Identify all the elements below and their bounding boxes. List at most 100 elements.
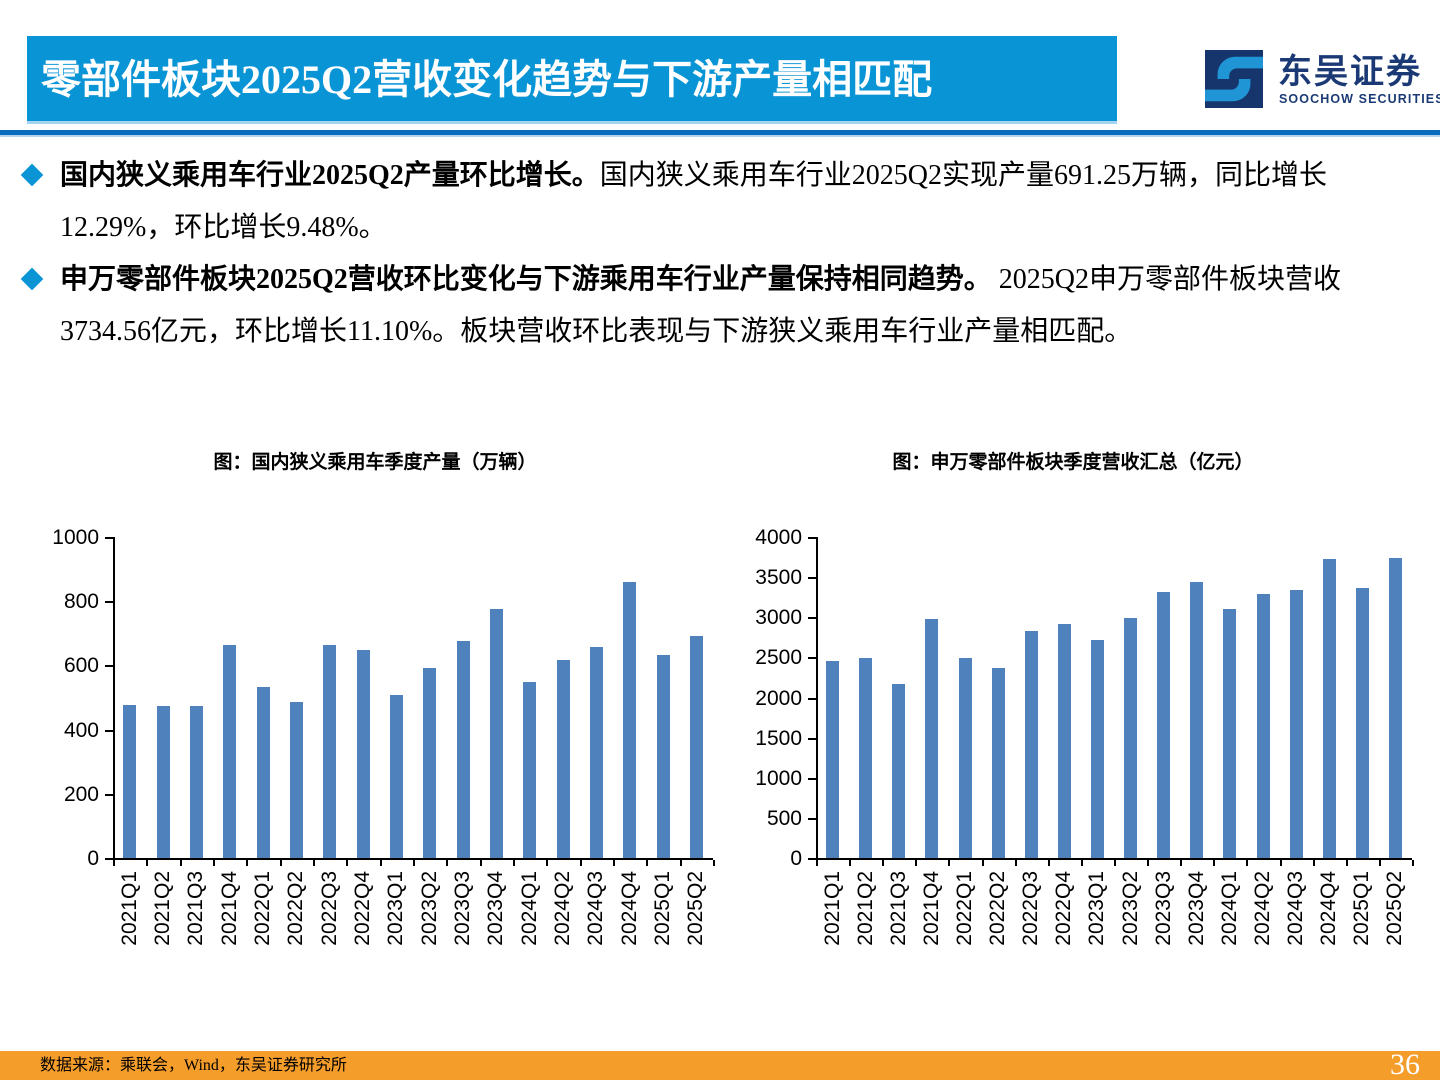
x-tick bbox=[546, 860, 549, 866]
x-axis-line bbox=[816, 858, 1412, 860]
y-tick bbox=[808, 577, 816, 580]
y-tick bbox=[105, 858, 113, 860]
footer-bar: 数据来源：乘联会，Wind，东吴证券研究所 36 bbox=[0, 1048, 1440, 1080]
x-axis-line bbox=[113, 858, 713, 860]
x-label-2021Q2: 2021Q2 bbox=[151, 871, 174, 946]
x-label-2023Q1: 2023Q1 bbox=[1085, 871, 1109, 946]
y-tick bbox=[808, 537, 816, 539]
bar-2021Q4 bbox=[223, 644, 237, 858]
y-tick bbox=[105, 729, 113, 732]
bar-2023Q1 bbox=[389, 694, 403, 858]
bar-2021Q2 bbox=[859, 657, 873, 858]
brand-logo: 东吴证券 SOOCHOW SECURITIES bbox=[1205, 48, 1440, 113]
bar-2022Q1 bbox=[958, 658, 972, 858]
x-tick bbox=[849, 860, 852, 866]
x-tick bbox=[1213, 860, 1216, 866]
x-tick bbox=[1279, 860, 1282, 866]
x-label-2025Q1: 2025Q1 bbox=[1350, 871, 1374, 946]
x-tick bbox=[981, 860, 984, 866]
data-source-note: 数据来源：乘联会，Wind，东吴证券研究所 bbox=[40, 1057, 347, 1074]
x-tick bbox=[346, 860, 349, 866]
y-label-800: 800 bbox=[63, 590, 99, 614]
y-label-1500: 1500 bbox=[755, 726, 802, 750]
x-label-2024Q4: 2024Q4 bbox=[1317, 871, 1341, 946]
x-label-2021Q1: 2021Q1 bbox=[820, 871, 844, 946]
bullet-2-lead: 申万零部件板块2025Q2营收环比变化与下游乘用车行业产量保持相同趋势。 bbox=[60, 264, 992, 295]
x-tick bbox=[679, 860, 682, 866]
header-divider-light bbox=[0, 135, 1440, 137]
y-tick bbox=[808, 858, 816, 860]
x-label-2025Q2: 2025Q2 bbox=[1383, 871, 1407, 946]
y-label-400: 400 bbox=[63, 718, 99, 742]
x-tick bbox=[1014, 860, 1017, 866]
x-label-2023Q3: 2023Q3 bbox=[451, 871, 474, 946]
y-label-4000: 4000 bbox=[755, 526, 802, 549]
bar-2023Q2 bbox=[423, 668, 437, 858]
bar-2021Q1 bbox=[123, 704, 137, 858]
x-label-2022Q2: 2022Q2 bbox=[986, 871, 1010, 946]
y-label-3000: 3000 bbox=[755, 606, 802, 630]
y-tick bbox=[808, 737, 816, 740]
diamond-bullet-icon bbox=[20, 163, 44, 187]
page-number: 36 bbox=[1390, 1048, 1420, 1080]
x-label-2021Q2: 2021Q2 bbox=[853, 871, 877, 946]
bar-2022Q4 bbox=[356, 649, 370, 858]
y-label-1000: 1000 bbox=[755, 766, 802, 790]
x-label-2024Q3: 2024Q3 bbox=[1284, 871, 1308, 946]
x-label-2021Q1: 2021Q1 bbox=[117, 871, 141, 946]
x-label-2022Q1: 2022Q1 bbox=[251, 871, 274, 946]
y-label-0: 0 bbox=[87, 847, 99, 870]
x-tick bbox=[113, 860, 115, 866]
x-label-2024Q2: 2024Q2 bbox=[551, 871, 574, 946]
bar-2023Q4 bbox=[489, 608, 503, 858]
bar-2022Q4 bbox=[1057, 623, 1071, 858]
soochow-logo-icon bbox=[1205, 50, 1263, 113]
x-label-2023Q4: 2023Q4 bbox=[1184, 871, 1208, 946]
x-label-2023Q2: 2023Q2 bbox=[417, 871, 441, 946]
x-label-2024Q3: 2024Q3 bbox=[584, 871, 608, 946]
x-tick bbox=[279, 860, 282, 866]
y-tick bbox=[808, 697, 816, 700]
x-label-2025Q1: 2025Q1 bbox=[651, 871, 674, 946]
bar-2023Q4 bbox=[1190, 581, 1204, 858]
bar-2024Q3 bbox=[589, 647, 603, 858]
x-tick bbox=[213, 860, 215, 866]
bar-2021Q4 bbox=[925, 618, 939, 858]
revenue-chart: 图：申万零部件板块季度营收汇总（亿元） 0 500 1000 1500 2000 2500… bbox=[745, 440, 1440, 1030]
y-tick bbox=[808, 817, 816, 820]
y-label-500: 500 bbox=[766, 806, 802, 830]
y-label-2000: 2000 bbox=[755, 686, 802, 710]
y-label-2500: 2500 bbox=[755, 646, 802, 670]
bar-2021Q1 bbox=[826, 661, 840, 858]
page-title: 零部件板块2025Q2营收变化趋势与下游产量相匹配 bbox=[41, 57, 933, 102]
production-chart-title: 图：国内狭义乘用车季度产量（万辆） bbox=[213, 452, 537, 473]
x-tick bbox=[513, 860, 515, 866]
x-label-2022Q2: 2022Q2 bbox=[284, 871, 308, 946]
x-tick bbox=[1180, 860, 1183, 866]
x-tick bbox=[646, 860, 649, 866]
y-axis-line bbox=[113, 537, 115, 860]
x-label-2021Q4: 2021Q4 bbox=[919, 871, 943, 946]
x-tick bbox=[816, 860, 818, 866]
x-tick bbox=[1114, 860, 1116, 866]
x-tick bbox=[1147, 860, 1150, 866]
header-banner: 零部件板块2025Q2营收变化趋势与下游产量相匹配 bbox=[27, 36, 1117, 124]
x-label-2022Q4: 2022Q4 bbox=[351, 871, 374, 946]
y-label-1000: 1000 bbox=[52, 526, 99, 549]
x-label-2022Q1: 2022Q1 bbox=[953, 871, 976, 946]
x-tick bbox=[446, 860, 449, 866]
bullet-1-body: 国内狭义乘用车行业2025Q2实现产量691.25万辆，同比增长12.29%，环… bbox=[60, 160, 1328, 243]
bar-2021Q3 bbox=[892, 684, 906, 858]
x-tick bbox=[246, 860, 249, 866]
x-tick bbox=[1312, 860, 1315, 866]
x-label-2023Q1: 2023Q1 bbox=[384, 871, 408, 946]
y-label-200: 200 bbox=[63, 782, 99, 806]
x-tick bbox=[579, 860, 582, 866]
brand-name-cn: 东吴证券 bbox=[1278, 54, 1422, 91]
x-label-2024Q1: 2024Q1 bbox=[1217, 871, 1241, 946]
x-label-2023Q2: 2023Q2 bbox=[1118, 871, 1142, 946]
x-label-2022Q4: 2022Q4 bbox=[1052, 871, 1076, 946]
x-tick bbox=[379, 860, 382, 866]
x-label-2022Q3: 2022Q3 bbox=[317, 871, 341, 946]
y-tick bbox=[808, 657, 816, 660]
